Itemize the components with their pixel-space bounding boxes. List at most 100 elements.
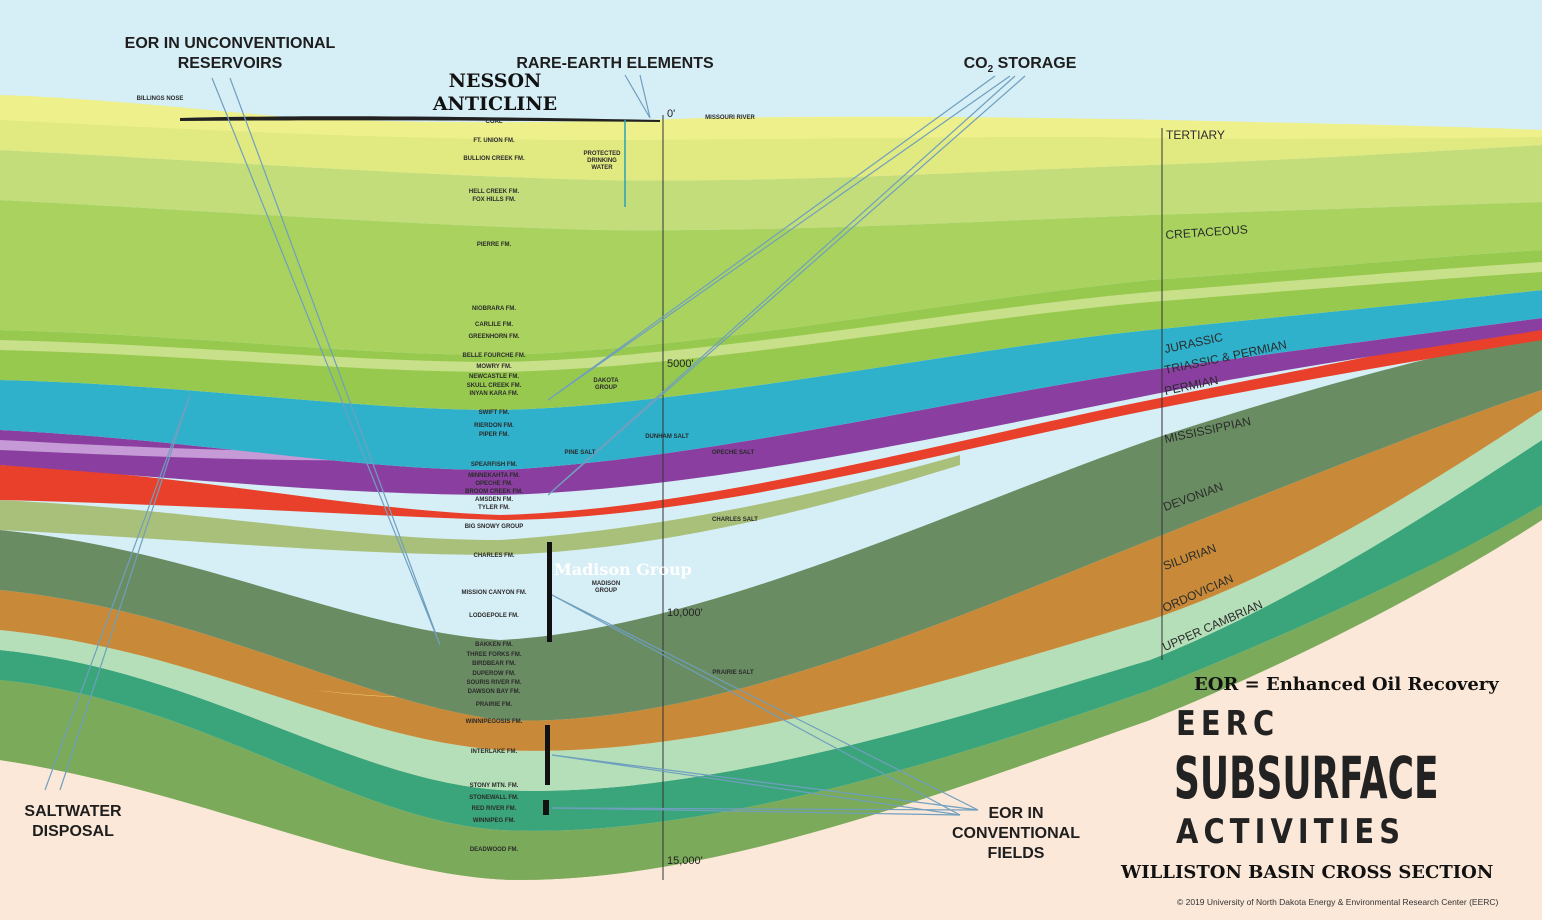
layer-cretaceous (0, 200, 1542, 355)
basement-overlay (0, 500, 1542, 920)
coal-seam (180, 116, 660, 122)
era-tertiary: TERTIARY (1166, 128, 1225, 142)
formation-label: MISSION CANYON FM. (461, 590, 527, 596)
copyright: © 2019 University of North Dakota Energy… (1177, 897, 1499, 907)
layer-cretaceous-top (0, 145, 1542, 231)
callout-eor-conventional-line3: FIELDS (987, 845, 1045, 862)
madison-small-line1: MADISON (591, 581, 621, 587)
title-main: SUBSURFACE (1174, 744, 1439, 812)
formation-label: BIG SNOWY GROUP (464, 524, 524, 530)
formation-label: BROOM CREEK FM. (465, 489, 523, 495)
formation-label: MOWRY FM. (476, 364, 512, 370)
depth-15000: 15,000' (667, 855, 703, 867)
anticline-line2: ANTICLINE (432, 93, 558, 115)
formation-label: WINNIPEG FM. (472, 818, 516, 824)
formation-label: SWIFT FM. (478, 410, 510, 416)
formation-label: SKULL CREEK FM. (466, 383, 522, 389)
madison-bar (547, 542, 552, 642)
formation-label: PRAIRIE FM. (475, 702, 513, 708)
formation-label: SPEARFISH FM. (470, 462, 518, 468)
opeche-salt-label: OPECHE SALT (711, 450, 755, 456)
formation-label: PIERRE FM. (476, 242, 512, 248)
charles-salt-label: CHARLES SALT (712, 517, 758, 523)
layer-ordovician (0, 440, 1542, 831)
co2-suffix: STORAGE (993, 55, 1077, 72)
formation-label: OPECHE FM. (475, 481, 513, 487)
eor-conv-pointer-3 (551, 807, 979, 816)
callout-eor-conventional-line1: EOR IN (988, 805, 1044, 822)
formation-label: GREENHORN FM. (468, 334, 520, 340)
anticline-line1: NESSON (448, 70, 542, 92)
red-river-bar (543, 800, 549, 815)
formation-label: DEADWOOD FM. (469, 847, 519, 853)
coal-label: COAL (485, 119, 503, 125)
formation-label: NIOBRARA FM. (471, 306, 517, 312)
layer-cretaceous-lower (0, 250, 1542, 410)
madison-group-label: Madison Group (554, 560, 692, 579)
protected-water-line3: WATER (591, 165, 613, 171)
formation-label: SOURIS RIVER FM. (466, 680, 522, 686)
formation-label: RIERDON FM. (474, 423, 514, 429)
formation-label: RED RIVER FM. (471, 806, 517, 812)
callout-saltwater: SALTWATER DISPOSAL (13, 802, 133, 842)
formation-label: DAWSON BAY FM. (467, 689, 521, 695)
formation-label: FT. UNION FM. (473, 138, 515, 144)
dakota-group-line1: DAKOTA (593, 378, 619, 384)
saltwater-pointer (44, 394, 191, 791)
depth-5000: 5000' (667, 358, 694, 370)
formation-label: STONY MTN. FM. (469, 783, 519, 789)
callout-eor-unconventional-line2: RESERVOIRS (177, 55, 283, 72)
co2-prefix: CO (963, 55, 988, 72)
formation-label: MINNEKAHTA FM. (468, 473, 520, 479)
formation-label: THREE FORKS FM. (466, 652, 522, 658)
callout-saltwater-line2: DISPOSAL (32, 823, 114, 840)
layer-permian (0, 325, 1542, 520)
co2-pointer-1 (547, 75, 1011, 401)
pine-salt-label: PINE SALT (564, 450, 596, 456)
subtitle: WILLISTON BASIN CROSS SECTION (1121, 862, 1494, 883)
dakota-group-line2: GROUP (594, 385, 617, 391)
layer-devonian (0, 390, 1542, 751)
prairie-salt-label: PRAIRIE SALT (712, 670, 754, 676)
title-bottom: ACTIVITIES (1176, 812, 1406, 852)
formation-label: HELL CREEK FM. (468, 189, 520, 195)
eor-conv-pointer-1 (551, 594, 979, 816)
protected-water-label: PROTECTED DRINKING WATER (583, 151, 620, 172)
callout-eor-conventional-line2: CONVENTIONAL (952, 825, 1080, 842)
formation-label: DUPEROW FM. (472, 671, 516, 677)
eor-unconv-pointer (211, 77, 441, 646)
formation-label: LODGEPOLE FM. (469, 613, 519, 619)
eor-conv-pointer-2 (551, 754, 979, 816)
layer-silurian (0, 410, 1542, 791)
formation-label: NEWCASTLE FM. (469, 374, 519, 380)
callout-eor-conventional: EOR IN CONVENTIONAL FIELDS (940, 804, 1092, 864)
layer-triassic (0, 318, 1542, 495)
dakota-group-label: DAKOTA GROUP (593, 378, 618, 392)
callout-eor-unconventional-line1: EOR IN UNCONVENTIONAL (124, 35, 336, 52)
dunham-salt-label: DUNHAM SALT (645, 434, 689, 440)
formation-label: BIRDBEAR FM. (472, 661, 516, 667)
protected-water-line1: PROTECTED (583, 151, 621, 157)
interlake-bar (545, 725, 550, 785)
formation-label: STONEWALL FM. (469, 795, 519, 801)
callout-pointers (44, 74, 1026, 816)
formation-label: CHARLES FM. (473, 553, 515, 559)
missouri-river-label: MISSOURI RIVER (705, 115, 755, 121)
callout-saltwater-line1: SALTWATER (24, 803, 122, 820)
co2-subscript: 2 (987, 64, 994, 76)
formation-label: AMSDEN FM. (475, 497, 513, 503)
layer-tertiary-band (0, 120, 1542, 181)
formation-label: INYAN KARA FM. (469, 391, 519, 397)
formation-label: BAKKEN FM. (475, 642, 513, 648)
formation-label: WINNIPEGOSIS FM. (465, 719, 523, 725)
layer-jurassic (0, 290, 1542, 470)
madison-small-line2: GROUP (594, 588, 617, 594)
callout-co2-storage: CO2 STORAGE (930, 54, 1110, 80)
legend-note: EOR = Enhanced Oil Recovery (1194, 674, 1499, 695)
title-top: EERC (1176, 704, 1280, 744)
formation-label: BULLION CREEK FM. (463, 156, 525, 162)
formation-label: PIPER FM. (478, 432, 510, 438)
madison-group-small-label: MADISON GROUP (592, 581, 620, 595)
billings-nose-label: BILLINGS NOSE (136, 96, 184, 102)
